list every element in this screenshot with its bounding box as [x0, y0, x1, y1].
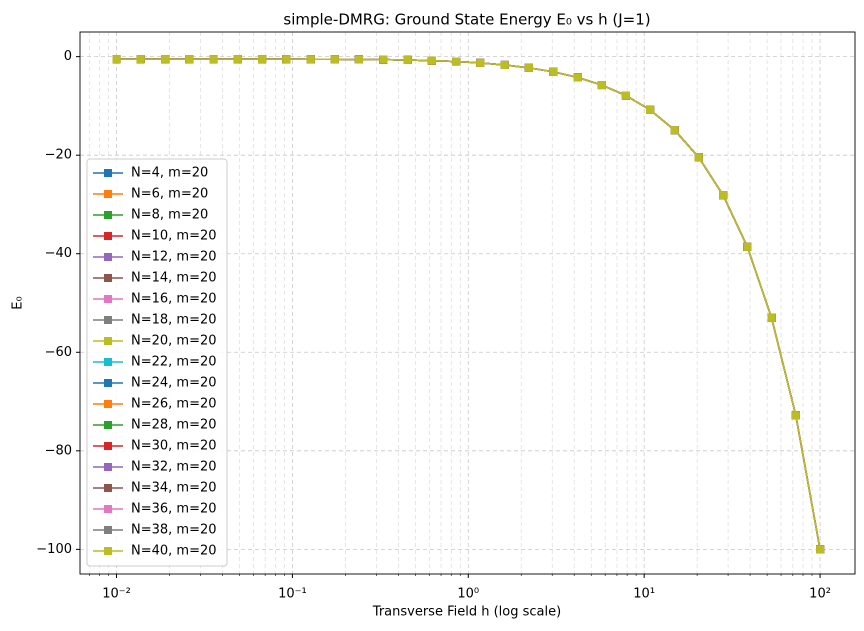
marker	[694, 153, 703, 162]
marker	[670, 126, 679, 135]
legend-label: N=20, m=20	[131, 334, 217, 349]
marker	[209, 55, 218, 64]
legend-marker	[104, 169, 112, 177]
plot-frame	[79, 31, 856, 575]
marker	[330, 55, 339, 64]
legend-marker	[104, 442, 112, 450]
marker	[719, 191, 728, 200]
marker	[427, 56, 436, 65]
marker	[452, 57, 461, 66]
legend-marker	[104, 274, 112, 282]
marker	[549, 67, 558, 76]
x-tick-label: 10¹	[633, 587, 655, 602]
legend-label: N=16, m=20	[131, 292, 217, 307]
legend-marker	[104, 253, 112, 261]
marker	[233, 55, 242, 64]
marker	[500, 60, 509, 69]
legend-marker	[104, 463, 112, 471]
marker	[354, 55, 363, 64]
legend-marker	[104, 232, 112, 240]
marker	[185, 55, 194, 64]
legend-marker	[104, 211, 112, 219]
legend-marker	[104, 526, 112, 534]
legend-label: N=18, m=20	[131, 313, 217, 328]
chart-title: simple-DMRG: Ground State Energy E₀ vs h…	[283, 11, 650, 29]
marker	[573, 73, 582, 82]
legend-label: N=30, m=20	[131, 439, 217, 454]
y-axis-label: E₀	[11, 296, 26, 309]
legend-marker	[104, 190, 112, 198]
legend-box	[86, 158, 228, 567]
x-tick-label: 10⁻²	[102, 587, 131, 602]
series-line	[116, 58, 821, 550]
legend-label: N=10, m=20	[131, 229, 217, 244]
legend-label: N=32, m=20	[131, 460, 217, 475]
marker	[476, 58, 485, 67]
marker	[646, 105, 655, 114]
legend-marker	[104, 505, 112, 513]
marker	[306, 55, 315, 64]
marker	[597, 81, 606, 90]
legend-label: N=14, m=20	[131, 271, 217, 286]
marker	[524, 63, 533, 72]
legend-label: N=36, m=20	[131, 502, 217, 517]
legend-label: N=8, m=20	[131, 208, 208, 223]
legend-marker	[104, 316, 112, 324]
marker	[816, 545, 825, 554]
marker	[379, 55, 388, 64]
legend-marker	[104, 295, 112, 303]
legend: N=4, m=20 N=6, m=20 N=8, m=20 N=10, m=20 N=1…	[86, 158, 228, 567]
x-tick-label: 10⁻¹	[278, 587, 307, 602]
marker	[258, 55, 267, 64]
legend-marker	[104, 547, 112, 555]
legend-label: N=40, m=20	[131, 544, 217, 559]
x-tick-label: 10⁰	[457, 587, 479, 602]
marker	[136, 55, 145, 64]
marker	[282, 55, 291, 64]
marker	[621, 91, 630, 100]
legend-label: N=28, m=20	[131, 418, 217, 433]
legend-label: N=38, m=20	[131, 523, 217, 538]
y-tick-label: −40	[45, 246, 72, 261]
legend-label: N=26, m=20	[131, 397, 217, 412]
x-axis-label: Transverse Field h (log scale)	[372, 605, 561, 620]
legend-label: N=12, m=20	[131, 250, 217, 265]
x-tick-label: 10²	[809, 587, 831, 602]
legend-label: N=34, m=20	[131, 481, 217, 496]
marker	[791, 411, 800, 420]
marker	[403, 55, 412, 64]
marker	[161, 55, 170, 64]
y-tick-label: −100	[36, 542, 72, 557]
legend-label: N=24, m=20	[131, 376, 217, 391]
y-tick-label: −20	[45, 148, 72, 163]
y-tick-label: −80	[45, 443, 72, 458]
legend-marker	[104, 337, 112, 345]
legend-label: N=6, m=20	[131, 187, 208, 202]
legend-marker	[104, 421, 112, 429]
legend-marker	[104, 358, 112, 366]
marker	[112, 55, 121, 64]
legend-marker	[104, 379, 112, 387]
legend-marker	[104, 484, 112, 492]
legend-label: N=22, m=20	[131, 355, 217, 370]
y-tick-label: −60	[45, 345, 72, 360]
marker	[767, 313, 776, 322]
legend-label: N=4, m=20	[131, 166, 208, 181]
marker	[743, 242, 752, 251]
y-tick-label: 0	[64, 49, 72, 64]
legend-marker	[104, 400, 112, 408]
